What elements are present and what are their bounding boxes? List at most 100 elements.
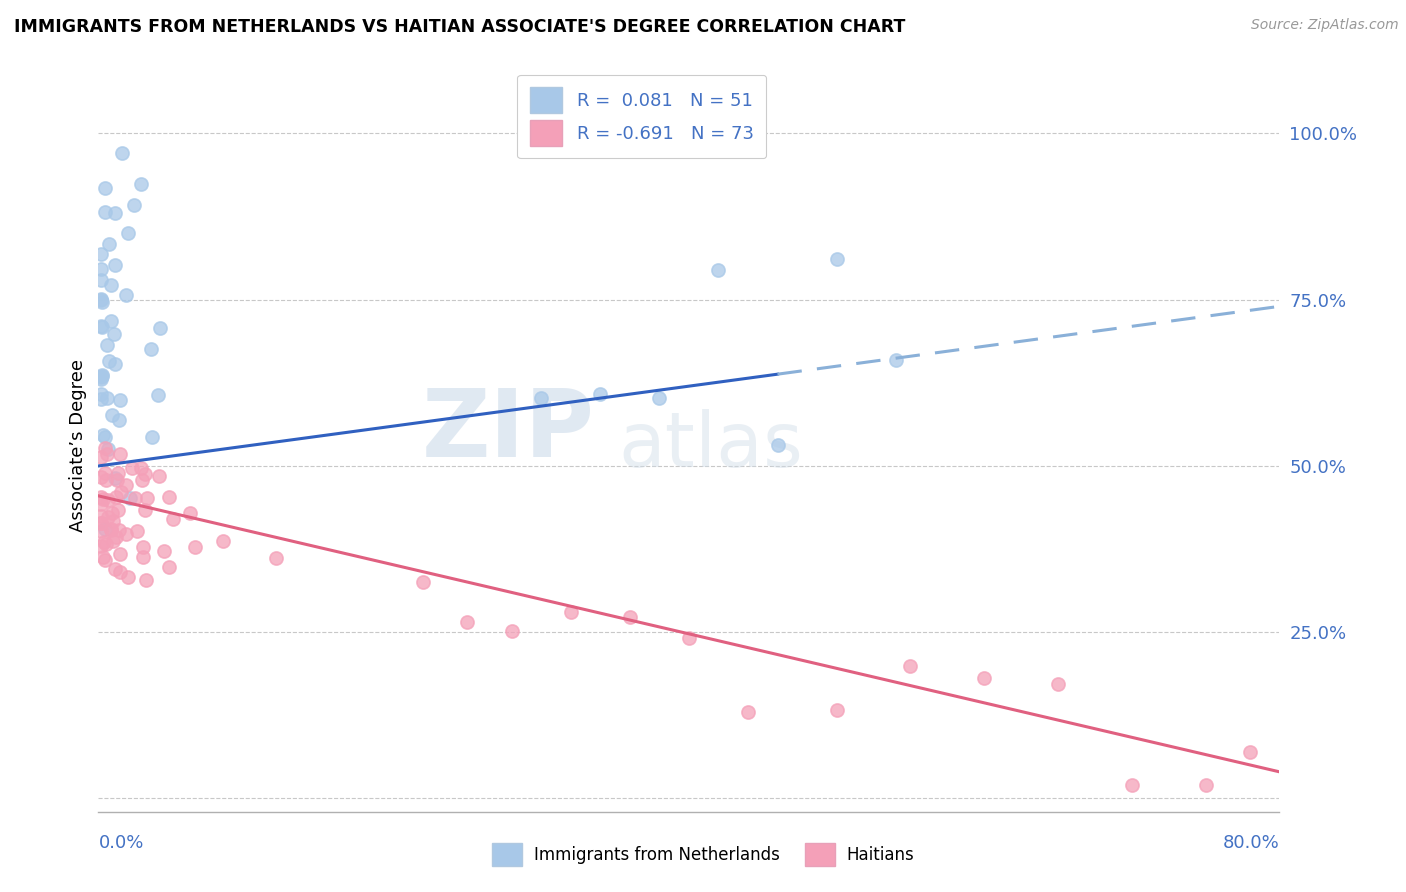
Point (104, 561, 127, 575)
Point (127, 524, 149, 539)
Point (100, 314, 122, 328)
Point (97, 442, 120, 457)
Point (766, 438, 789, 452)
Point (93, 441, 115, 455)
Point (94, 522, 117, 536)
Point (90, 247, 112, 261)
Point (134, 502, 156, 516)
Point (100, 522, 122, 536)
Point (129, 461, 152, 475)
Point (111, 146, 134, 161)
Point (121, 460, 143, 475)
Point (98, 354, 121, 368)
Point (117, 226, 139, 240)
Point (91, 491, 114, 506)
Point (96, 536, 118, 550)
Point (1046, 677, 1070, 691)
Point (100, 277, 122, 292)
Point (90, 508, 112, 523)
Point (501, 624, 523, 639)
Point (120, 491, 142, 506)
Point (90, 498, 112, 512)
Point (108, 447, 131, 461)
Text: 80.0%: 80.0% (1223, 834, 1279, 852)
Point (97, 236, 120, 251)
Point (179, 507, 201, 521)
Point (94, 204, 117, 219)
Point (619, 610, 641, 624)
Point (90, 469, 112, 483)
Point (141, 430, 163, 444)
Point (184, 540, 207, 554)
Point (560, 605, 582, 619)
Point (90, 450, 112, 464)
Point (114, 527, 136, 541)
Point (97, 510, 120, 524)
Point (91, 319, 114, 334)
Point (412, 574, 434, 589)
Point (96, 391, 118, 405)
Point (135, 573, 157, 587)
Point (90, 539, 112, 553)
Point (94, 466, 117, 480)
Point (707, 262, 730, 277)
Point (134, 467, 156, 482)
Point (131, 473, 153, 487)
Point (105, 491, 128, 505)
Point (457, 615, 479, 629)
Point (90, 490, 112, 504)
Point (100, 408, 122, 422)
Point (264, 550, 287, 565)
Point (93, 181, 115, 195)
Point (114, 287, 136, 301)
Point (884, 353, 907, 368)
Point (108, 566, 131, 580)
Point (1239, 745, 1261, 759)
Point (93, 534, 115, 549)
Point (825, 252, 848, 266)
Point (108, 547, 131, 561)
Legend: Immigrants from Netherlands, Haitians: Immigrants from Netherlands, Haitians (484, 835, 922, 875)
Point (162, 511, 184, 525)
Point (117, 569, 139, 583)
Legend: R =  0.081   N = 51, R = -0.691   N = 73: R = 0.081 N = 51, R = -0.691 N = 73 (517, 75, 766, 158)
Point (90, 293, 112, 307)
Point (132, 540, 155, 554)
Point (104, 530, 127, 544)
Point (104, 358, 127, 372)
Point (90, 372, 112, 386)
Point (101, 514, 124, 528)
Point (91, 427, 114, 442)
Text: Source: ZipAtlas.com: Source: ZipAtlas.com (1251, 18, 1399, 32)
Point (1195, 778, 1218, 792)
Point (97, 492, 120, 507)
Point (107, 466, 129, 480)
Point (825, 703, 848, 717)
Point (105, 473, 128, 487)
Point (108, 524, 131, 538)
Point (90, 273, 112, 287)
Point (132, 549, 155, 564)
Point (973, 672, 995, 686)
Point (129, 177, 152, 191)
Point (115, 478, 138, 492)
Point (124, 491, 146, 505)
Point (91, 549, 114, 564)
Point (149, 320, 172, 334)
Point (103, 533, 125, 548)
Point (104, 471, 127, 485)
Point (94, 473, 117, 487)
Point (648, 391, 671, 405)
Point (90, 294, 112, 309)
Point (90, 392, 112, 406)
Text: IMMIGRANTS FROM NETHERLANDS VS HAITIAN ASSOCIATE'S DEGREE CORRELATION CHART: IMMIGRANTS FROM NETHERLANDS VS HAITIAN A… (14, 18, 905, 36)
Point (94, 553, 117, 567)
Point (146, 388, 169, 402)
Point (153, 544, 176, 558)
Point (90, 370, 112, 384)
Point (90, 524, 112, 538)
Point (589, 387, 612, 401)
Y-axis label: Associate’s Degree: Associate’s Degree (69, 359, 87, 533)
Point (1121, 778, 1143, 792)
Text: 0.0%: 0.0% (98, 834, 143, 852)
